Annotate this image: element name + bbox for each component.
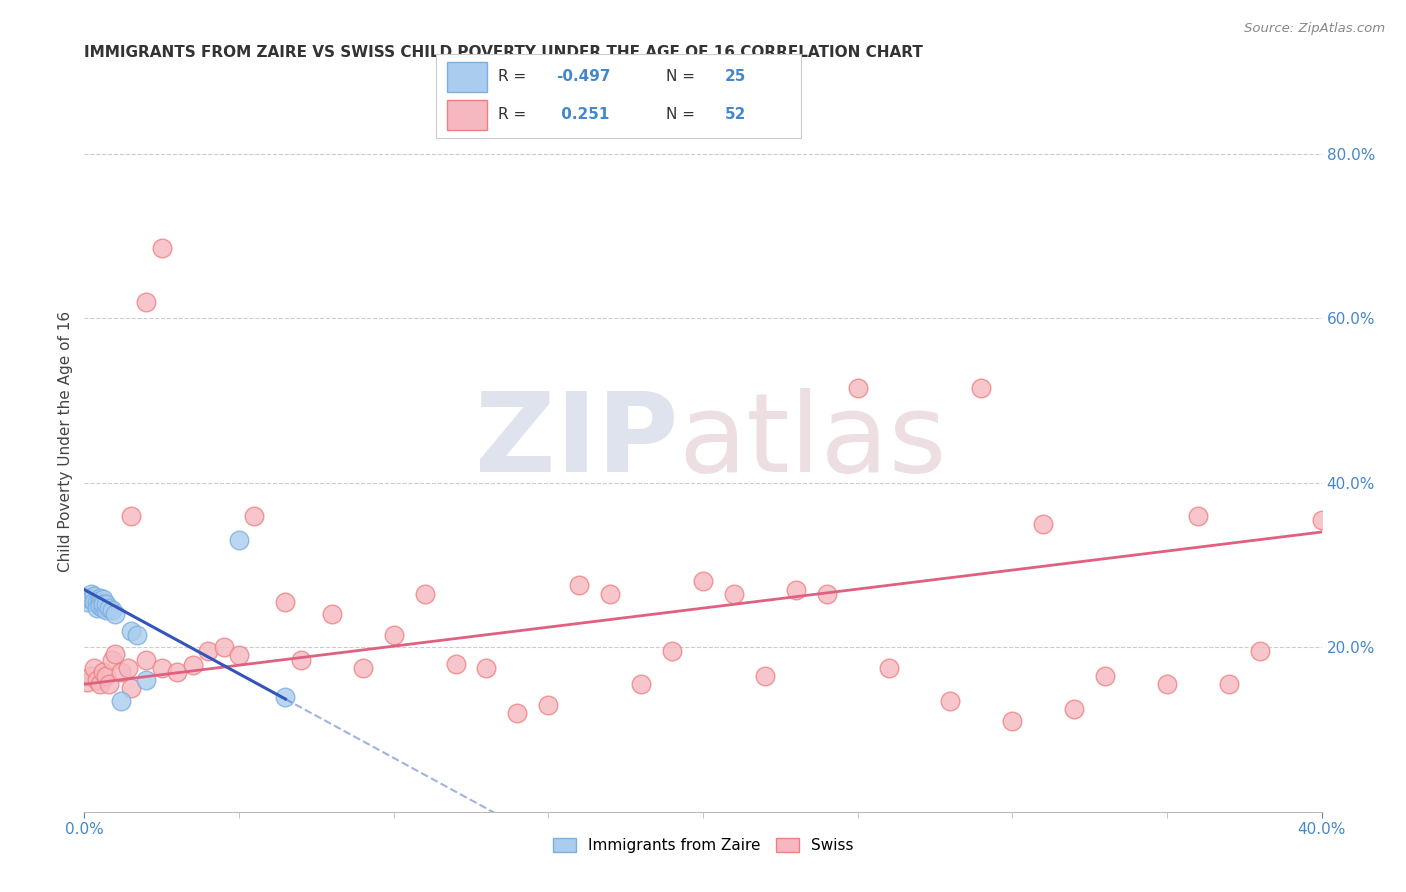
Point xyxy=(290,652,312,666)
Point xyxy=(939,694,962,708)
Point xyxy=(94,603,117,617)
Point xyxy=(89,677,111,691)
Point xyxy=(89,595,111,609)
Text: IMMIGRANTS FROM ZAIRE VS SWISS CHILD POVERTY UNDER THE AGE OF 16 CORRELATION CHA: IMMIGRANTS FROM ZAIRE VS SWISS CHILD POV… xyxy=(84,45,924,61)
Point xyxy=(970,381,993,395)
Point xyxy=(150,241,173,255)
Point xyxy=(197,644,219,658)
Text: R =: R = xyxy=(498,69,531,84)
Text: R =: R = xyxy=(498,107,531,122)
Text: atlas: atlas xyxy=(678,388,946,495)
Point xyxy=(76,674,98,689)
Point xyxy=(117,661,139,675)
Point xyxy=(91,598,114,612)
Point xyxy=(76,591,98,605)
Point xyxy=(444,657,467,671)
Point xyxy=(135,294,157,309)
Point xyxy=(98,600,121,615)
Point xyxy=(86,600,108,615)
Point xyxy=(79,669,101,683)
Point xyxy=(79,587,101,601)
Legend: Immigrants from Zaire, Swiss: Immigrants from Zaire, Swiss xyxy=(547,832,859,860)
Point xyxy=(506,706,529,720)
Point xyxy=(135,673,157,687)
Point xyxy=(274,595,297,609)
FancyBboxPatch shape xyxy=(447,100,486,130)
Point xyxy=(692,574,714,589)
Point xyxy=(243,508,266,523)
Text: ZIP: ZIP xyxy=(475,388,678,495)
Point xyxy=(98,677,121,691)
Text: 52: 52 xyxy=(724,107,747,122)
Point xyxy=(181,658,204,673)
Point xyxy=(91,665,114,679)
Point xyxy=(228,533,250,548)
Point xyxy=(101,603,124,617)
Point xyxy=(321,607,343,622)
Text: N =: N = xyxy=(666,107,700,122)
Point xyxy=(599,587,621,601)
Point xyxy=(382,628,405,642)
Point xyxy=(125,628,148,642)
Point xyxy=(274,690,297,704)
Point xyxy=(212,640,235,655)
Point xyxy=(815,587,838,601)
Point xyxy=(86,595,108,609)
Point xyxy=(104,607,127,622)
Text: 25: 25 xyxy=(724,69,747,84)
Point xyxy=(413,587,436,601)
Point xyxy=(723,587,745,601)
Point xyxy=(1218,677,1240,691)
Point xyxy=(537,698,560,712)
Point xyxy=(228,648,250,663)
Point xyxy=(754,669,776,683)
Point xyxy=(475,661,498,675)
Point xyxy=(83,589,105,603)
Point xyxy=(120,624,142,638)
Text: N =: N = xyxy=(666,69,700,84)
Point xyxy=(89,599,111,613)
Point xyxy=(630,677,652,691)
FancyBboxPatch shape xyxy=(447,62,486,92)
Point xyxy=(120,508,142,523)
Point xyxy=(94,669,117,683)
Point xyxy=(1063,702,1085,716)
Point xyxy=(79,592,101,607)
Point xyxy=(1094,669,1116,683)
Text: -0.497: -0.497 xyxy=(557,69,612,84)
Text: 0.251: 0.251 xyxy=(557,107,610,122)
Point xyxy=(101,652,124,666)
Point xyxy=(1001,714,1024,729)
Point xyxy=(568,578,591,592)
Point xyxy=(1156,677,1178,691)
Point xyxy=(110,694,132,708)
Point xyxy=(135,652,157,666)
Point xyxy=(91,592,114,607)
Point xyxy=(91,600,114,615)
Y-axis label: Child Poverty Under the Age of 16: Child Poverty Under the Age of 16 xyxy=(58,311,73,572)
Point xyxy=(877,661,900,675)
Point xyxy=(89,591,111,605)
Point xyxy=(1187,508,1209,523)
Point xyxy=(83,661,105,675)
Point xyxy=(104,647,127,661)
Point xyxy=(110,665,132,679)
Point xyxy=(150,661,173,675)
Point xyxy=(83,595,105,609)
Point xyxy=(1032,516,1054,531)
Point xyxy=(94,598,117,612)
Point xyxy=(76,595,98,609)
Point xyxy=(785,582,807,597)
Point xyxy=(86,673,108,687)
Point xyxy=(846,381,869,395)
Point xyxy=(1249,644,1271,658)
Point xyxy=(120,681,142,696)
Point xyxy=(166,665,188,679)
Text: Source: ZipAtlas.com: Source: ZipAtlas.com xyxy=(1244,22,1385,36)
Point xyxy=(661,644,683,658)
Point xyxy=(352,661,374,675)
Point xyxy=(1310,513,1333,527)
